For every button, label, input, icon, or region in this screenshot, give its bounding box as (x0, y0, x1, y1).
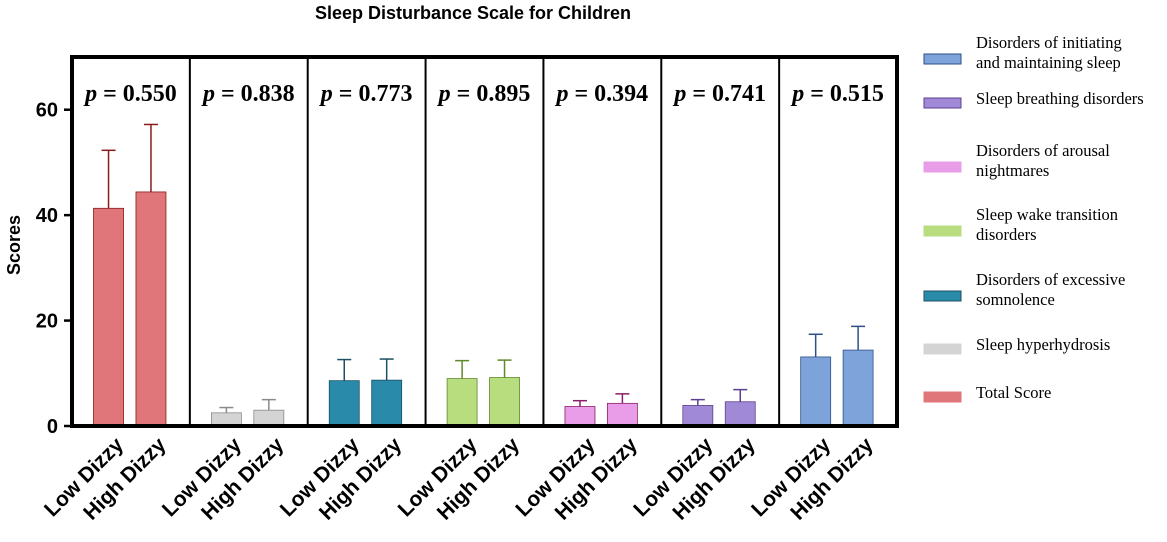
bar (489, 377, 520, 427)
legend-label: Sleep breathing disorders (976, 89, 1144, 108)
bar (328, 380, 360, 427)
legend-label: Sleep hyperhydrosis (976, 335, 1110, 354)
legend-label: disorders (976, 225, 1037, 244)
bar (564, 406, 596, 427)
legend-swatch (923, 290, 962, 302)
bar (606, 402, 638, 427)
bar (724, 401, 756, 427)
p-value-label: p = 0.741 (672, 81, 766, 107)
y-axis-label: Scores (4, 215, 24, 275)
bar (446, 378, 478, 427)
legend-label: Total Score (976, 383, 1051, 402)
legend-label: nightmares (976, 161, 1049, 180)
legend-swatch (923, 225, 962, 237)
legend-label: and maintaining sleep (976, 53, 1121, 72)
legend-swatch (923, 53, 962, 65)
p-value-label: p = 0.394 (555, 81, 649, 107)
chart-title: Sleep Disturbance Scale for Children (315, 3, 631, 23)
bar (253, 409, 285, 427)
bar (842, 349, 874, 427)
y-tick-label: 20 (36, 311, 58, 333)
bar (93, 207, 124, 427)
legend-label: Disorders of initiating (976, 33, 1122, 52)
bar (135, 191, 167, 427)
legend-swatch (923, 97, 962, 109)
legend-label: Sleep wake transition (976, 205, 1118, 224)
legend-swatch (923, 161, 962, 173)
legend-label: Disorders of arousal (976, 141, 1110, 160)
p-value-label: p = 0.838 (201, 81, 295, 107)
p-value-label: p = 0.515 (790, 81, 884, 107)
plot-frame (70, 55, 899, 428)
legend-swatch (923, 391, 962, 403)
y-tick-label: 60 (36, 100, 58, 122)
legend-swatch (923, 343, 962, 355)
legend-label: somnolence (976, 290, 1055, 309)
p-value-label: p = 0.895 (437, 81, 531, 107)
y-tick-label: 0 (47, 416, 58, 438)
p-value-label: p = 0.773 (319, 81, 413, 107)
legend-label: Disorders of excessive (976, 270, 1125, 289)
bar (800, 356, 832, 427)
y-tick-label: 40 (36, 205, 58, 227)
p-value-label: p = 0.550 (83, 81, 177, 107)
bar (682, 405, 714, 427)
bar (371, 379, 403, 427)
